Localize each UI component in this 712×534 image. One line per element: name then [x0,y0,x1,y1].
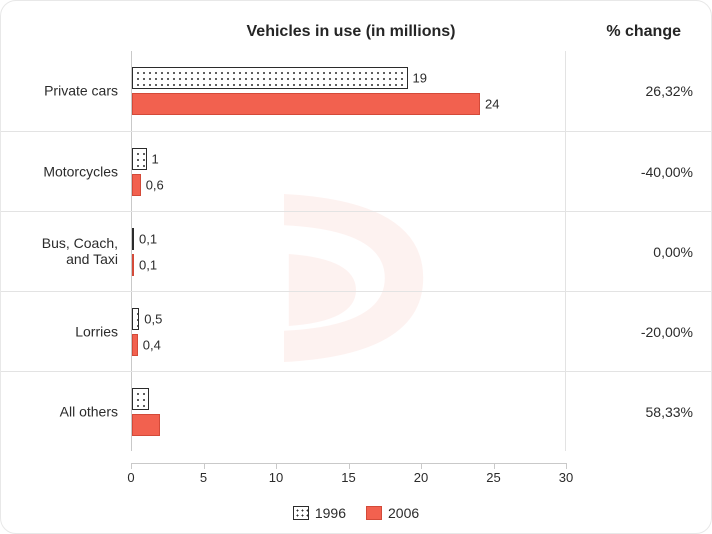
bar-1996: 0,1 [132,228,134,250]
x-tick-label: 0 [127,470,134,485]
chart-row: Private cars192426,32% [1,51,711,131]
bar-2006: 24 [132,93,480,115]
chart-row: Bus, Coach,and Taxi 0,1 0,1 0,00% [1,211,711,291]
chart-row: Motorcycles10,6-40,00% [1,131,711,211]
legend-item-1996: 1996 [293,505,346,521]
x-tick [421,463,422,469]
x-tick [349,463,350,469]
category-label: All others [1,403,126,420]
bar-value-label: 0,1 [139,232,157,247]
category-label: Motorcycles [1,163,126,180]
x-tick [276,463,277,469]
bar-1996: 0,5 [132,308,139,330]
swatch-2006 [366,506,382,520]
bar-2006: 0,4 [132,334,138,356]
bar-value-label: 0,1 [139,258,157,273]
bar-value-label: 19 [413,71,427,86]
chart-title: Vehicles in use (in millions) [201,23,501,41]
percent-change: 0,00% [583,244,693,260]
chart-row: Lorries 0,5 0,4 -20,00% [1,291,711,371]
x-tick-label: 5 [200,470,207,485]
bar-2006: 0,1 [132,254,134,276]
bars-container [131,372,566,451]
bars-container: 1924 [131,51,566,131]
category-label: Lorries [1,323,126,340]
chart-row: All others 58,33% [1,371,711,451]
x-tick [494,463,495,469]
percent-change: 26,32% [583,83,693,99]
x-axis: 051015202530 [131,463,566,485]
legend-label-1996: 1996 [315,505,346,521]
bar-2006 [132,414,160,436]
swatch-1996 [293,506,309,520]
legend-label-2006: 2006 [388,505,419,521]
percent-change: 58,33% [583,404,693,420]
bar-value-label: 0,4 [143,338,161,353]
chart-area: Private cars192426,32%Motorcycles10,6-40… [1,51,711,463]
x-tick [566,463,567,469]
category-label: Private cars [1,83,126,100]
category-label: Bus, Coach,and Taxi [1,235,126,269]
bar-value-label: 24 [485,97,499,112]
bar-value-label: 0,5 [144,312,162,327]
percent-change: -40,00% [583,164,693,180]
legend-item-2006: 2006 [366,505,419,521]
bar-1996 [132,388,149,410]
x-tick-label: 30 [559,470,573,485]
x-tick-label: 20 [414,470,428,485]
x-tick-label: 10 [269,470,283,485]
x-tick-label: 15 [341,470,355,485]
bar-value-label: 1 [152,152,159,167]
bar-1996: 1 [132,148,147,170]
x-tick [131,463,132,469]
change-heading: % change [606,23,681,41]
bar-2006: 0,6 [132,174,141,196]
x-tick [204,463,205,469]
bar-1996: 19 [132,67,408,89]
bars-container: 0,5 0,4 [131,292,566,371]
bar-value-label: 0,6 [146,178,164,193]
bars-container: 10,6 [131,132,566,211]
bars-container: 0,1 0,1 [131,212,566,291]
legend: 1996 2006 [1,505,711,521]
x-tick-label: 25 [486,470,500,485]
percent-change: -20,00% [583,324,693,340]
